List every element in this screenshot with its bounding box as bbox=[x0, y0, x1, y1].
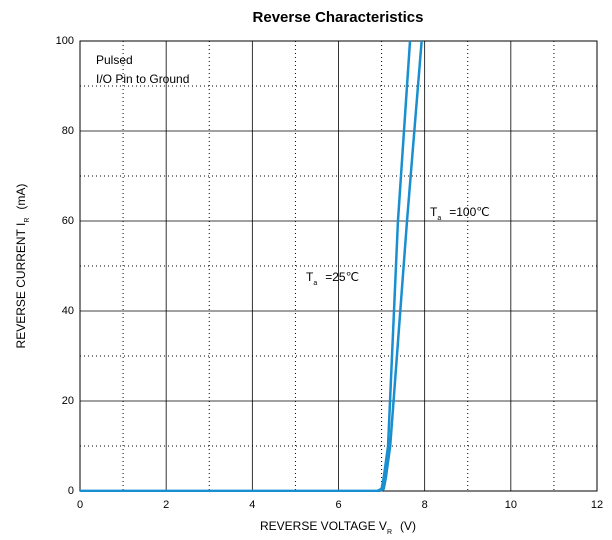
series-line bbox=[80, 40, 423, 492]
x-tick-label: 12 bbox=[591, 499, 603, 511]
x-axis-label-sub: R bbox=[387, 529, 392, 536]
series-label-text: T bbox=[430, 205, 438, 219]
y-axis-label-text: REVERSE CURRENT I bbox=[14, 223, 28, 349]
chart-title: Reverse Characteristics bbox=[253, 9, 424, 26]
x-tick-label: 2 bbox=[163, 499, 169, 511]
x-tick-label: 0 bbox=[77, 499, 83, 511]
y-tick-label: 100 bbox=[56, 35, 74, 47]
x-axis-label-suffix: (V) bbox=[400, 519, 416, 533]
y-axis-label-sub: R bbox=[24, 218, 31, 223]
series-label-suffix: =100℃ bbox=[449, 205, 490, 219]
y-tick-label: 60 bbox=[62, 215, 74, 227]
series-label-text: T bbox=[306, 270, 314, 284]
x-tick-label: 10 bbox=[505, 499, 517, 511]
x-axis-label: REVERSE VOLTAGE VR (V) bbox=[260, 519, 416, 536]
y-tick-label: 0 bbox=[68, 485, 74, 497]
x-tick-label: 4 bbox=[249, 499, 255, 511]
y-tick-label: 40 bbox=[62, 305, 74, 317]
series-label-sub: a bbox=[437, 215, 441, 222]
x-tick-label: 8 bbox=[422, 499, 428, 511]
y-axis-label-suffix: (mA) bbox=[14, 184, 28, 210]
series-label: Ta =25℃ bbox=[306, 270, 359, 287]
series-label-sub: a bbox=[313, 280, 317, 287]
note: Pulsed bbox=[96, 53, 133, 67]
y-axis-label: REVERSE CURRENT IR (mA) bbox=[14, 184, 31, 349]
series-label: Ta =100℃ bbox=[430, 205, 490, 222]
x-axis-label-text: REVERSE VOLTAGE V bbox=[260, 519, 387, 533]
y-tick-label: 20 bbox=[62, 395, 74, 407]
x-tick-label: 6 bbox=[335, 499, 341, 511]
series-label-suffix: =25℃ bbox=[325, 270, 359, 284]
note: I/O Pin to Ground bbox=[96, 72, 189, 86]
y-tick-label: 80 bbox=[62, 125, 74, 137]
